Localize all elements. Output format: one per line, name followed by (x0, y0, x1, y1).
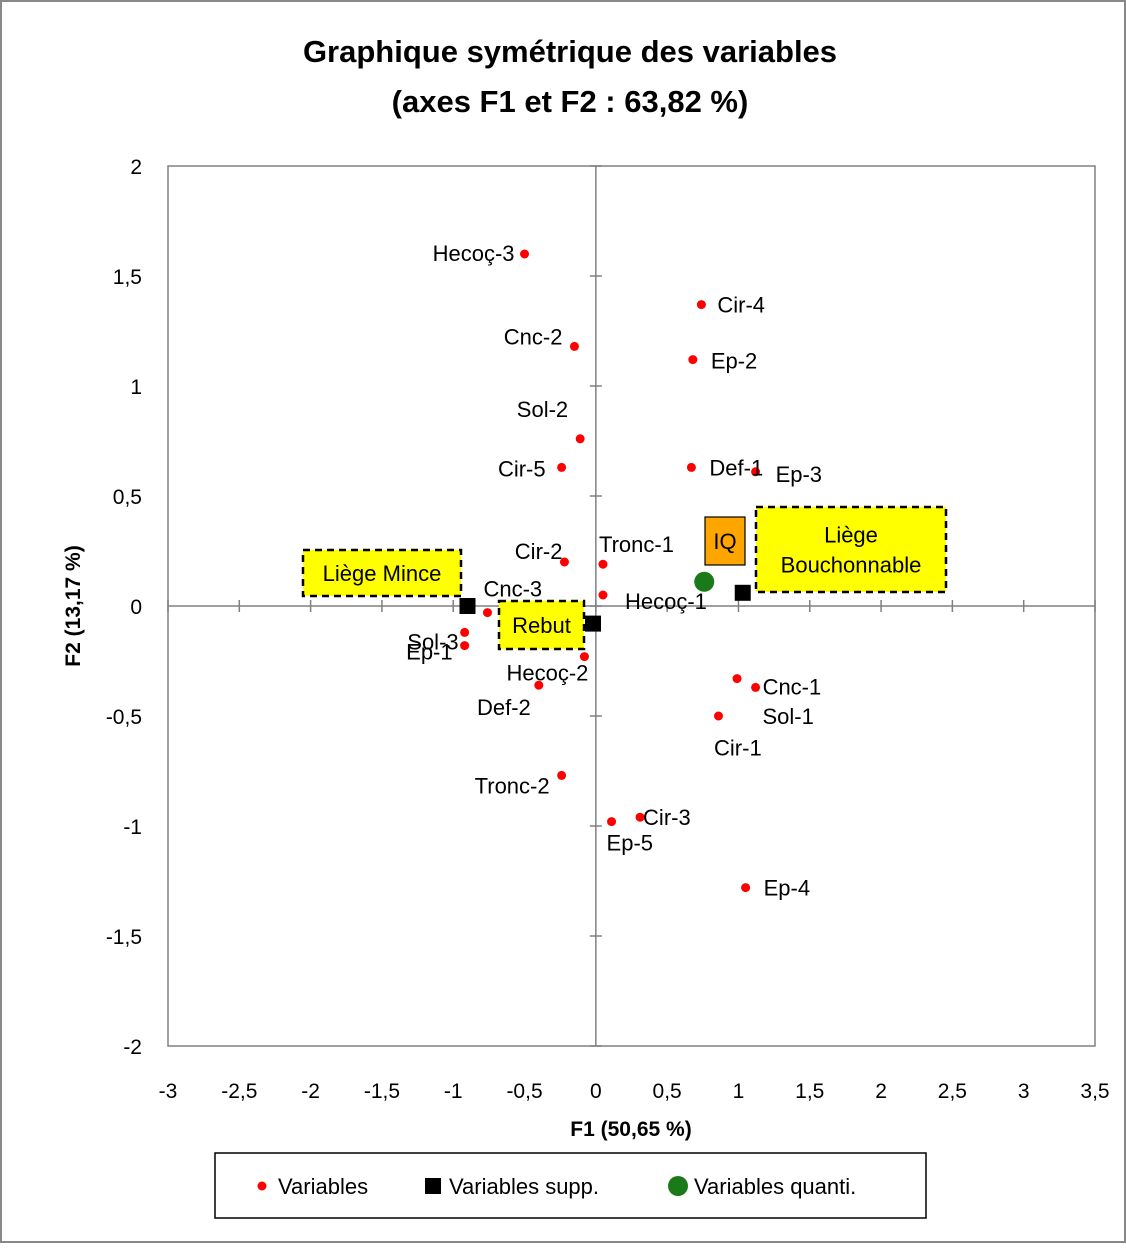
y-tick-label: 1 (130, 376, 142, 399)
x-tick-label: -2 (301, 1080, 320, 1103)
legend-marker-variables (257, 1181, 267, 1191)
annotation-box-liege-mince (301, 548, 463, 598)
point-label-hecoc-3: Hecoç-3 (433, 241, 515, 266)
point-label-cir-1: Cir-1 (714, 736, 762, 761)
point-label-ep-4: Ep-4 (764, 876, 810, 901)
point-tronc-1 (598, 559, 608, 569)
point-sol-1 (713, 711, 723, 721)
legend-marker-variables-supp (425, 1178, 441, 1194)
y-tick-label: 0 (130, 596, 142, 619)
point-label-cnc-2: Cnc-2 (504, 324, 563, 349)
point-tronc-2 (557, 770, 567, 780)
point-label-cir-2: Cir-2 (515, 539, 563, 564)
point-sol-2 (575, 434, 585, 444)
point-label-sol-1: Sol-1 (762, 704, 813, 729)
point-cir-2 (559, 557, 569, 567)
point-label-ep-3: Ep-3 (776, 462, 822, 487)
x-tick-label: -1 (444, 1080, 463, 1103)
x-tick-label: -0,5 (506, 1080, 542, 1103)
x-tick-label: -3 (159, 1080, 178, 1103)
point-cir-3 (635, 812, 645, 822)
legend-label-variables-supp: Variables supp. (449, 1174, 599, 1199)
y-axis-title: F2 (13,17 %) (62, 545, 85, 666)
point-def-1 (686, 462, 696, 472)
x-tick-label: 0 (590, 1080, 602, 1103)
point-label-sol-2: Sol-2 (517, 397, 568, 422)
point-cnc-1 (751, 682, 761, 692)
x-tick-label: 1,5 (795, 1080, 824, 1103)
point-label-cir-4: Cir-4 (717, 293, 765, 318)
point-sol-3 (460, 641, 470, 651)
point-label-cir-5: Cir-5 (498, 456, 546, 481)
x-tick-label: 1 (733, 1080, 745, 1103)
x-tick-label: 2,5 (938, 1080, 967, 1103)
chart-title-line-2: (axes F1 et F2 : 63,82 %) (392, 84, 749, 119)
y-tick-label: 1,5 (113, 266, 142, 289)
point-label-cir-3: Cir-3 (643, 805, 691, 830)
point-ep-5 (607, 817, 617, 827)
point-cir-1 (732, 674, 742, 684)
annotation-box-label: Liège Mince (323, 561, 442, 586)
point-label-tronc-2: Tronc-2 (475, 773, 550, 798)
legend-marker-variables-quanti (668, 1176, 688, 1196)
point-iq-circle (694, 571, 715, 592)
y-tick-label: 0,5 (113, 486, 142, 509)
x-tick-label: 2 (875, 1080, 887, 1103)
annotation-box-label: Bouchonnable (781, 553, 922, 578)
point-label-ep-5: Ep-5 (607, 831, 653, 856)
x-tick-label: 3 (1018, 1080, 1030, 1103)
point-cnc-2 (569, 341, 579, 351)
y-tick-label: -1,5 (106, 926, 142, 949)
x-tick-label: -2,5 (221, 1080, 257, 1103)
point-liege-mince-square (459, 598, 476, 614)
y-tick-label: -1 (123, 816, 142, 839)
legend-label-variables-quanti: Variables quanti. (694, 1174, 856, 1199)
point-hecoc-3 (520, 249, 530, 259)
point-hecoc-1 (598, 590, 608, 600)
legend: Variables Variables supp. Variables quanti… (214, 1152, 927, 1219)
point-rebut-square (584, 615, 601, 632)
legend-box (214, 1152, 927, 1219)
y-tick-label: -2 (123, 1036, 142, 1059)
point-ep-4 (741, 883, 751, 893)
x-axis-title: F1 (50,65 %) (570, 1118, 691, 1141)
annotation-box-iq (704, 516, 746, 566)
point-label-cnc-1: Cnc-1 (763, 674, 822, 699)
point-hecoc-2 (579, 652, 589, 662)
x-tick-label: 0,5 (653, 1080, 682, 1103)
point-label-def-2: Def-2 (477, 695, 531, 720)
x-tick-label: -1,5 (364, 1080, 400, 1103)
point-label-ep-2: Ep-2 (711, 349, 757, 374)
y-tick-label: -0,5 (106, 706, 142, 729)
chart-title-line-1: Graphique symétrique des variables (303, 34, 837, 69)
annotation-box-liege-bouchonnable (754, 505, 948, 594)
point-cnc-3 (482, 608, 492, 618)
point-ep-1 (460, 627, 470, 637)
point-ep-3 (751, 467, 761, 477)
legend-label-variables: Variables (278, 1174, 368, 1199)
point-liege-bouchonnable-square (734, 584, 751, 601)
annotation-box-label: Liège (824, 523, 878, 548)
point-label-sol-3: Sol-3 (407, 630, 458, 655)
annotation-box-label: Rebut (512, 613, 571, 638)
point-label-ep-1: Ep-1 (406, 639, 452, 664)
point-label-hecoc-2: Hecoç-2 (507, 661, 589, 686)
point-label-tronc-1: Tronc-1 (599, 532, 674, 557)
point-def-2 (534, 680, 544, 690)
point-cir-4 (696, 300, 706, 310)
y-tick-label: 2 (130, 156, 142, 179)
point-label-def-1: Def-1 (709, 455, 763, 480)
point-label-cnc-3: Cnc-3 (483, 577, 542, 602)
point-ep-2 (688, 355, 698, 365)
point-cir-5 (557, 462, 567, 472)
annotation-box-label: IQ (713, 529, 736, 554)
point-label-hecoc-1: Hecoç-1 (625, 589, 707, 614)
annotation-box-rebut (497, 599, 586, 651)
x-tick-label: 3,5 (1080, 1080, 1109, 1103)
